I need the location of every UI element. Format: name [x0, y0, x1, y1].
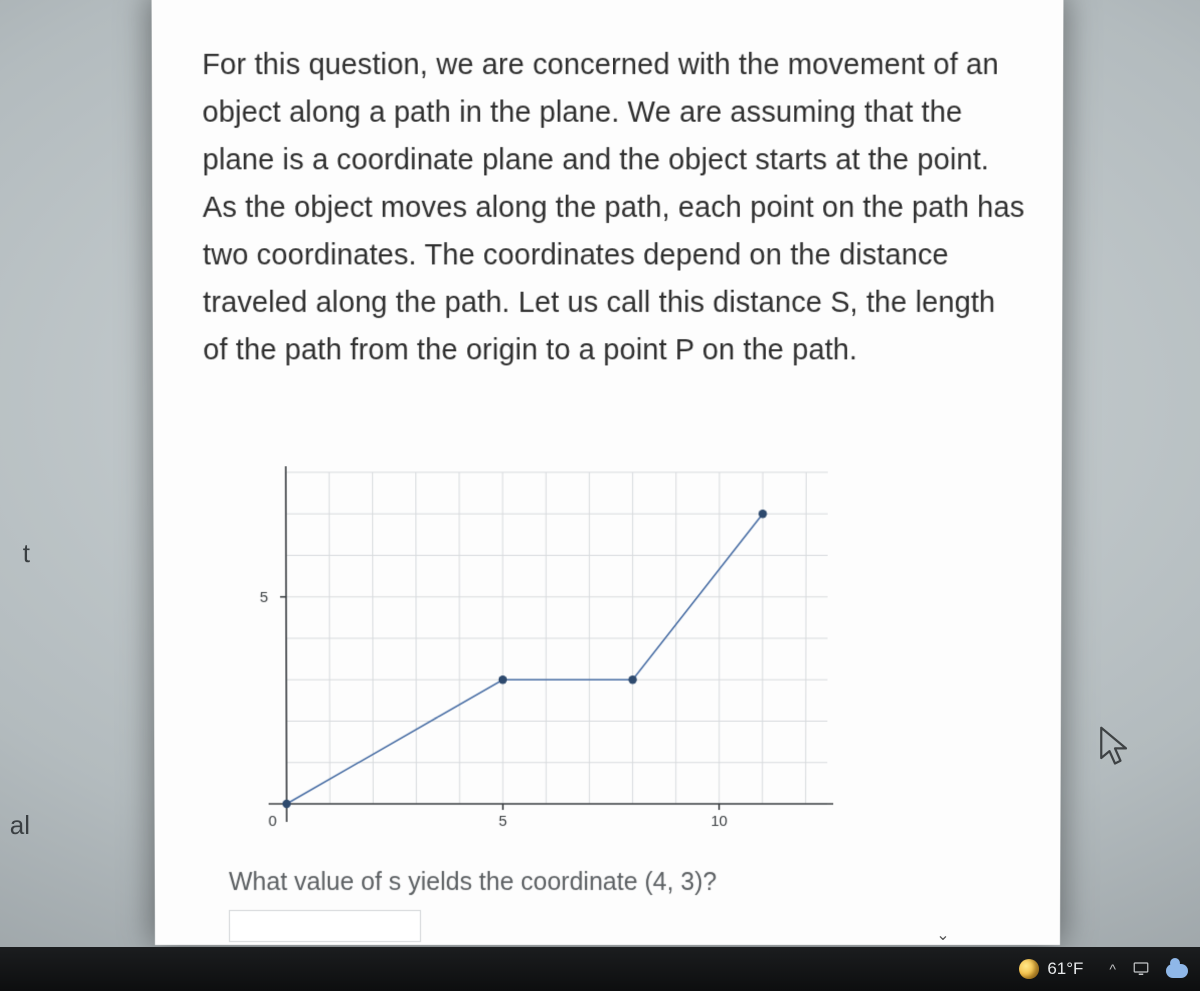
question-followup: What value of s yields the coordinate (4…: [229, 868, 949, 897]
question-body: For this question, we are concerned with…: [202, 42, 1028, 375]
sidebar-fragment-bottom: al: [0, 810, 30, 841]
content-panel: For this question, we are concerned with…: [152, 0, 1064, 945]
weather-moon-icon: [1019, 959, 1039, 979]
tray-display-icon[interactable]: [1132, 960, 1150, 978]
taskbar: 61°F ^: [0, 947, 1200, 991]
answer-input[interactable]: [229, 910, 421, 942]
taskbar-temperature: 61°F: [1047, 959, 1083, 979]
taskbar-weather[interactable]: 61°F: [1019, 959, 1083, 979]
path-chart: 0 5 10 5: [226, 462, 848, 844]
svg-text:10: 10: [711, 813, 728, 830]
mouse-cursor-icon: [1098, 725, 1132, 769]
tray-expand-chevron[interactable]: ^: [1109, 961, 1116, 977]
photo-surface: t al For this question, we are concerned…: [0, 0, 1200, 991]
svg-text:5: 5: [499, 813, 507, 830]
scroll-down-chevron[interactable]: ⌄: [935, 925, 951, 941]
sidebar-fragment-top: t: [0, 538, 30, 569]
svg-text:0: 0: [268, 813, 276, 830]
tray-onedrive-icon[interactable]: [1166, 964, 1188, 978]
svg-text:5: 5: [260, 589, 268, 606]
path-chart-svg: 0 5 10 5: [226, 462, 848, 844]
